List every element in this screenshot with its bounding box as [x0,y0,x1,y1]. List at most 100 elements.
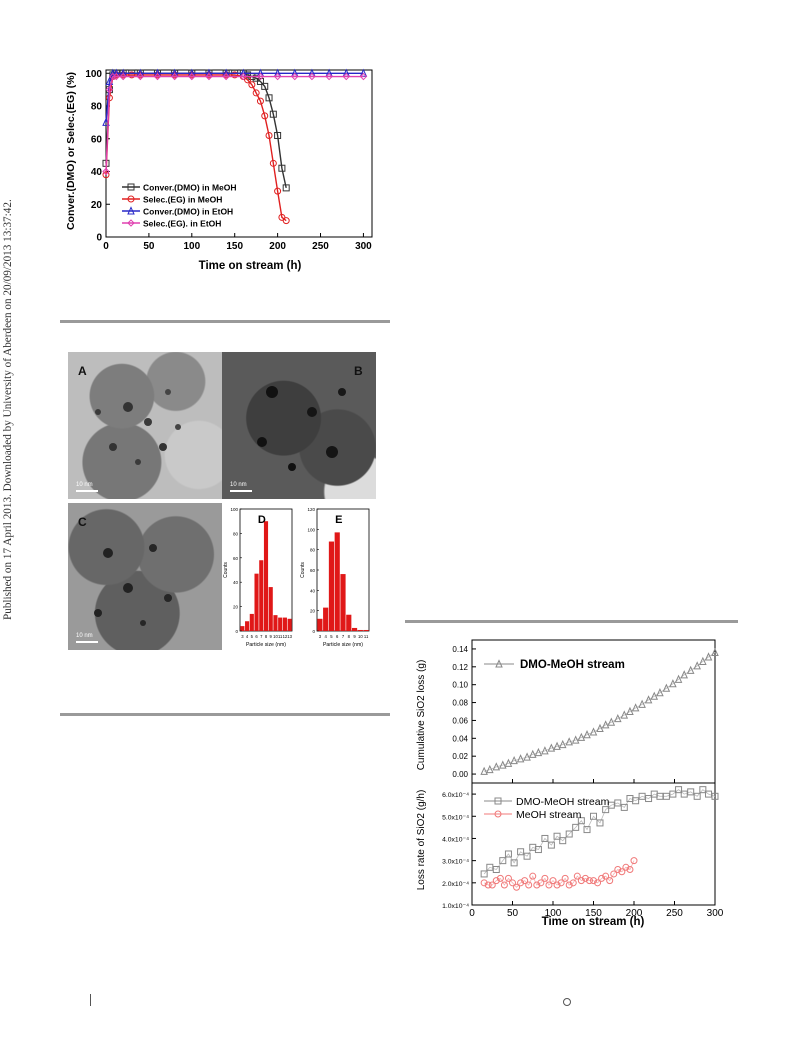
hist-x-axis-label: Particle size (nm) [246,642,286,648]
c2-top-data-point [534,747,543,757]
c2-top-legend-label: DMO-MeOH stream [520,659,625,671]
c2-top-data-point [577,732,586,741]
c1-data-point [342,72,350,81]
c2-bot-y-tick-label: 1.0x10⁻⁴ [442,903,469,910]
c2-top-data-point [547,743,556,752]
c2-bot-data-point [620,803,628,811]
c1-series [102,68,368,225]
hist-bar [334,532,340,631]
histogram-d: 3 4 5 6 7 8 9 10 11 12 13 0 20 40 60 80 100 Particle size… [223,507,293,648]
hist-bar [363,629,369,631]
c2-bot-series-line [483,789,716,875]
hist-y-tick-label: 120 [307,507,315,512]
c2-bot-data-point [557,879,565,887]
c1-data-point [282,184,290,192]
c2-top-y-tick-label: 0.10 [452,681,468,690]
scale-bar-c [76,641,98,643]
c1-data-point [188,72,196,81]
c1-legend-marker [127,195,135,203]
c1-y-tick-label: 100 [85,69,102,80]
c2-top-data-point [680,670,689,679]
c2-top-y-tick-label: 0.12 [452,663,468,672]
c1-data-point [222,72,230,81]
c1-x-axis-label: Time on stream (h) [199,260,302,272]
c1-series-line [105,72,364,123]
c2-top-y-tick-label: 0.06 [452,716,468,725]
hist-x-tick-label: 9 [270,634,273,639]
c1-data-point [231,71,239,79]
c1-y-tick-label: 20 [91,200,103,211]
c2-bot-data-point [559,837,567,845]
c2-top-data-point [510,755,518,765]
scale-bar-a [76,490,98,492]
c1-data-point [265,94,273,102]
hist-x-tick-label: 5 [330,634,333,639]
c1-data-point [239,72,247,81]
hist-y-tick-label: 100 [307,527,315,532]
download-notice: Published on 17 April 2013. Downloaded b… [2,199,14,620]
c2-bot-data-point [699,786,707,794]
c2-bot-data-point [553,832,561,840]
c2-bot-data-point [525,881,533,889]
c2-top-data-point [699,656,707,665]
c2-bot-data-point [496,874,504,882]
c1-data-point [171,71,179,79]
c2-bot-data-point [645,795,653,803]
c1-data-point [153,72,162,81]
c1-x-tick-label: 0 [103,241,109,252]
hist-bar [282,617,287,631]
hist-bar [259,560,264,631]
c2-bot-data-point [573,872,581,880]
hist-bar [245,621,250,631]
c2-bot-x-tick-label: 200 [626,908,643,919]
c2-top-data-point [674,674,683,683]
hist-bar [357,629,363,631]
c2-bot-legend-marker [494,797,502,805]
footer-bar-mark [90,994,91,1006]
c2-top-data-point [662,683,671,692]
c1-y-tick-label: 0 [96,233,102,244]
c1-data-point [256,72,265,81]
c2-top-data-point [704,652,713,661]
c2-bot-data-point [504,874,512,882]
c2-bot-data-point [523,852,531,860]
c2-bot-data-point [480,870,488,878]
c2-bot-data-point [626,866,634,874]
hist-bar [287,618,292,631]
c2-bot-data-point [488,881,496,889]
hist-panel-letter: E [335,514,342,526]
hist-x-tick-label: 10 [273,634,278,639]
hist-x-tick-label: 6 [255,634,258,639]
c2-bot-data-point [480,879,488,887]
c2-top-data-point [656,688,664,697]
c2-top-data-point [541,746,549,755]
c2-top-data-point [693,661,701,670]
tem-panel-b: B 10 nm [222,352,376,499]
hist-y-tick-label: 40 [310,588,316,593]
c1-data-point [274,187,282,195]
hist-x-tick-label: 8 [265,634,268,639]
hist-x-tick-label: 4 [324,634,327,639]
c2-bot-y-tick-label: 6.0x10⁻⁴ [442,792,469,799]
c2-bot-data-point [565,830,573,838]
c2-top-data-point [631,703,640,712]
c2-bot-data-point [510,859,518,867]
c2-bot-y-tick-label: 4.0x10⁻⁴ [442,836,469,843]
c1-data-point [170,72,179,81]
c1-data-point [119,71,127,79]
c2-top-data-point [620,710,629,719]
sio2-loss-rate-chart: 1.0x10⁻⁴ 2.0x10⁻⁴ 3.0x10⁻⁴ 4.0x10⁻⁴ 5.0x10⁻⁴… [442,782,724,919]
c2-bot-legend-marker [494,810,502,818]
c1-data-point [119,72,127,81]
c2-bot-data-point [618,868,626,876]
c2-bot-data-point [533,881,541,889]
c2-bot-data-point [606,877,614,885]
section-rule-2 [60,713,390,716]
c2-bot-data-point [577,877,585,885]
c2-bot-x-tick-label: 100 [545,908,562,919]
section-rule-3 [405,620,738,623]
hist-y-tick-label: 20 [233,605,239,610]
c2-bot-data-point [484,881,492,889]
c2-top-data-point [480,766,488,775]
c2-top-data-point [686,665,695,674]
